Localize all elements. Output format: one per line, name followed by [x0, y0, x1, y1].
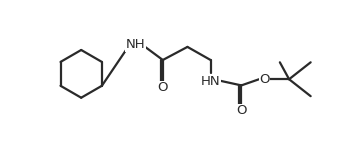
Text: O: O: [157, 81, 168, 94]
Text: O: O: [259, 73, 270, 86]
Text: O: O: [236, 104, 247, 117]
Text: HN: HN: [201, 75, 220, 88]
Text: NH: NH: [126, 38, 146, 51]
